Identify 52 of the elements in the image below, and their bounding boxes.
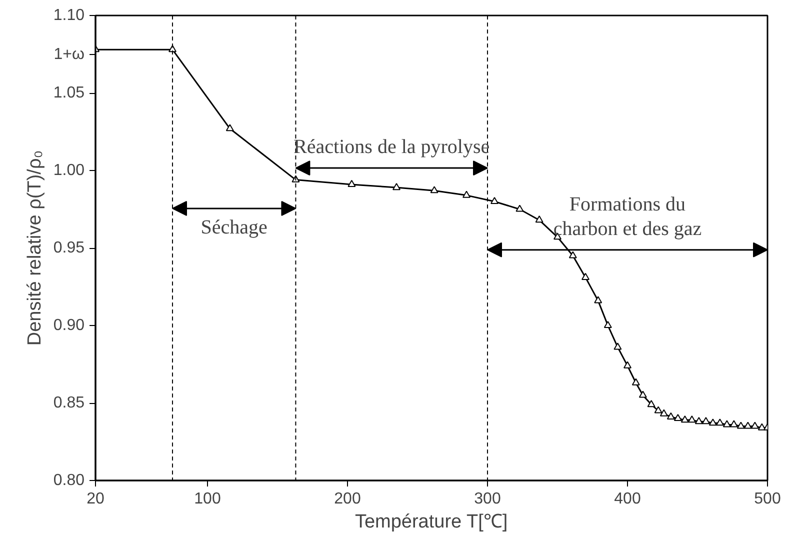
- point: [516, 204, 524, 212]
- annotation: Formations du charbon et des gaz: [553, 194, 702, 240]
- point: [535, 216, 544, 223]
- point: [430, 186, 438, 194]
- y-tick-label: 0.85: [53, 394, 85, 412]
- point: [660, 409, 668, 416]
- x-axis-title: Température T[℃]: [354, 512, 508, 532]
- point: [730, 420, 738, 428]
- point: [348, 180, 356, 187]
- point: [654, 406, 662, 414]
- x-tick-label: 300: [474, 490, 501, 508]
- y-tick-label: 1.05: [53, 84, 85, 102]
- point: [736, 422, 745, 429]
- y-tick-label: 0.90: [53, 317, 85, 334]
- x-tick-label: 200: [334, 490, 361, 508]
- x-tick-label: 400: [614, 490, 641, 508]
- y-tick-label: 1.00: [53, 162, 85, 179]
- annotation: Réactions de la pyrolyse: [294, 136, 490, 158]
- point: [688, 416, 696, 423]
- point: [490, 196, 498, 204]
- point: [647, 400, 656, 408]
- point: [624, 361, 632, 368]
- point: [666, 412, 675, 420]
- point: [702, 417, 710, 424]
- y-tick-label: 0.80: [53, 472, 85, 489]
- point: [694, 417, 703, 424]
- point: [582, 272, 590, 280]
- point: [604, 320, 612, 328]
- point: [722, 420, 731, 428]
- y-tick-label: 0.95: [53, 240, 85, 256]
- point: [750, 422, 759, 429]
- point: [744, 422, 752, 429]
- point: [758, 423, 766, 430]
- point: [568, 251, 577, 258]
- x-tick-label: 100: [194, 490, 221, 508]
- y-tick-label: 1.10: [53, 7, 85, 24]
- point: [680, 416, 689, 423]
- point: [674, 414, 682, 422]
- point: [638, 390, 647, 398]
- annotation: Séchage: [200, 216, 268, 238]
- point: [392, 183, 400, 190]
- point: [716, 418, 724, 426]
- point: [708, 418, 717, 426]
- point: [226, 124, 234, 132]
- y-tick-label: 1+ω: [54, 46, 84, 63]
- point: [614, 342, 622, 350]
- y-axis-title: Densité relative ρ(T)/ρ₀: [24, 150, 46, 346]
- x-tick-label: 20: [86, 490, 104, 508]
- point: [594, 296, 602, 304]
- point: [462, 190, 470, 198]
- point: [632, 378, 640, 386]
- x-tick-label: 500: [754, 490, 781, 508]
